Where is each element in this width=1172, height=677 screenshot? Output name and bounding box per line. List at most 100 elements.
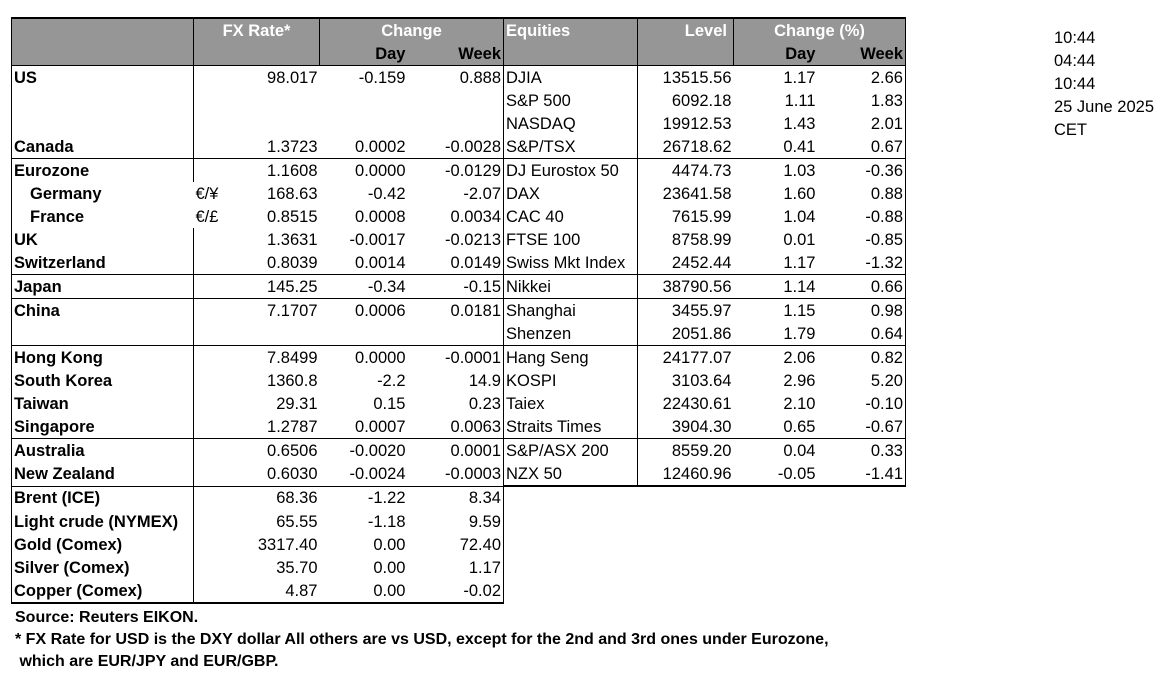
fx-rate-value: 168.63 xyxy=(267,184,318,203)
table-row: France €/£ 0.8515 0.0008 0.0034 CAC 40 7615.99… xyxy=(11,205,906,228)
fx-rate-value xyxy=(222,89,320,112)
equity-day-change: 2.06 xyxy=(733,345,818,369)
fx-rate-value: 0.6030 xyxy=(267,464,318,483)
fx-rate-value: 3317.40 xyxy=(257,535,318,554)
fx-pair-symbol: €/¥ xyxy=(195,184,219,203)
fx-pair-symbol xyxy=(194,392,222,415)
fx-rate-value: 35.70 xyxy=(276,558,318,577)
fx-rate-value: 65.55 xyxy=(276,512,318,531)
fx-day-change: 0.0006 xyxy=(319,298,408,322)
equity-level: 8758.99 xyxy=(637,228,734,251)
header-blank-3 xyxy=(193,42,320,66)
equity-day-change: -0.05 xyxy=(733,462,818,487)
fx-day-change: -0.42 xyxy=(367,184,406,203)
equity-week-change: 2.66 xyxy=(817,65,906,89)
fx-day-change: 0.0014 xyxy=(355,253,406,272)
header-blank-4 xyxy=(503,42,638,66)
row-label: Silver (Comex) xyxy=(11,556,194,579)
row-label xyxy=(11,89,194,112)
row-label: Singapore xyxy=(11,415,194,439)
fx-rate-value: 68.36 xyxy=(221,485,320,510)
table-row: Light crude (NYMEX) 65.55 -1.18 9.59 xyxy=(11,510,906,533)
equity-week-change: -0.36 xyxy=(817,158,906,182)
fx-day-change xyxy=(320,112,408,135)
fx-week-change: -0.02 xyxy=(407,579,504,604)
equity-week-change: -0.85 xyxy=(817,228,906,251)
equity-day-change: 1.17 xyxy=(733,65,818,89)
fx-week-change: 72.40 xyxy=(407,533,504,556)
table-row: Germany €/¥ 168.63 -0.42 -2.07 DAX 23641.58 1.6… xyxy=(11,182,906,205)
fx-pair-symbol xyxy=(194,510,222,533)
equity-week-change: -0.88 xyxy=(817,205,906,228)
fx-week-change: 0.23 xyxy=(407,392,504,415)
row-label: Taiwan xyxy=(11,392,194,415)
equity-index-name: S&P/ASX 200 xyxy=(503,438,638,462)
equity-index-name: Shanghai xyxy=(503,298,638,322)
table-row: Silver (Comex) 35.70 0.00 1.17 xyxy=(11,556,906,579)
equity-index-name: Swiss Mkt Index xyxy=(503,251,638,275)
table-row: China 7.1707 0.0006 0.0181 Shanghai 3455.97 1.… xyxy=(11,298,906,322)
table-row: Shenzen 2051.86 1.79 0.64 xyxy=(11,322,906,346)
row-label: US xyxy=(11,65,194,89)
fx-week-change: 9.59 xyxy=(407,510,504,533)
fx-day-change: 0.0007 xyxy=(355,417,406,436)
fx-rate-value: 1.3631 xyxy=(267,230,318,249)
equity-day-change: 0.65 xyxy=(783,417,816,436)
equity-level: 3904.30 xyxy=(637,415,734,439)
fx-pair-symbol xyxy=(194,533,222,556)
equity-index-name: FTSE 100 xyxy=(503,228,638,251)
equity-level xyxy=(638,486,734,510)
fx-pair-symbol xyxy=(193,65,222,89)
fx-pair-symbol xyxy=(194,415,222,439)
fx-day-change: 0.00 xyxy=(373,535,406,554)
row-label: France xyxy=(11,205,194,228)
equity-level: 24177.07 xyxy=(637,345,734,369)
fx-pair-symbol xyxy=(194,112,222,135)
equity-index-name xyxy=(503,579,638,603)
equity-day-change: 1.43 xyxy=(783,114,816,133)
table-row: New Zealand 0.6030 -0.0024 -0.0003 NZX 50 124… xyxy=(11,462,906,487)
fx-day-change: 0.15 xyxy=(373,394,406,413)
fx-pair-symbol xyxy=(194,228,222,251)
equity-index-name: NZX 50 xyxy=(503,462,638,487)
equity-week-change: 0.98 xyxy=(817,298,906,322)
time-cet: 10:44 xyxy=(1054,75,1096,93)
fx-pair-symbol xyxy=(194,556,222,579)
fx-day-change: 0.0000 xyxy=(319,345,408,369)
equity-week-change xyxy=(818,486,906,510)
fx-day-change: -0.34 xyxy=(319,274,408,299)
fx-rate-value: 145.25 xyxy=(221,274,320,299)
equity-week-change: -1.41 xyxy=(817,462,906,487)
fx-pair-symbol xyxy=(194,89,222,112)
table-row: NASDAQ 19912.53 1.43 2.01 xyxy=(11,112,906,135)
equity-level: 19912.53 xyxy=(637,112,734,135)
equity-level: 8559.20 xyxy=(637,438,734,462)
fx-day-change: 0.0000 xyxy=(319,158,408,182)
equity-week-change: 0.33 xyxy=(817,438,906,462)
fx-day-change: 0.0002 xyxy=(355,137,406,156)
fx-pair-symbol xyxy=(194,369,222,392)
equity-index-name: S&P/TSX xyxy=(503,135,638,159)
equity-day-change: 0.04 xyxy=(733,438,818,462)
fx-rate-value: 4.87 xyxy=(221,579,320,604)
timezone-label: CET xyxy=(1054,121,1087,139)
equity-week-change: -0.10 xyxy=(817,392,906,415)
row-label: Copper (Comex) xyxy=(11,579,194,604)
table-body: US 98.017 -0.159 0.888 DJIA 13515.56 1.17 2.66 S… xyxy=(11,65,906,604)
time-panel: 10:44 04:44 10:44 25 June 2025 CET xyxy=(1054,27,1154,142)
header-blank-2 xyxy=(11,42,194,66)
row-label: New Zealand xyxy=(11,462,194,486)
header-week: Week xyxy=(407,42,504,66)
equity-day-change: 1.11 xyxy=(784,91,816,110)
source-note: Source: Reuters EIKON. * FX Rate for USD… xyxy=(15,607,829,673)
fx-pair-symbol xyxy=(193,158,222,182)
fx-pair-symbol xyxy=(194,135,222,159)
row-label: Germany xyxy=(11,182,194,205)
report-date: 25 June 2025 xyxy=(1054,98,1155,116)
fx-week-change: -0.0003 xyxy=(407,462,504,486)
fx-week-change: 0.0001 xyxy=(407,438,504,462)
fx-day-change: -1.18 xyxy=(367,512,406,531)
fx-pair-symbol xyxy=(194,322,222,346)
equity-week-change: 5.20 xyxy=(817,369,906,392)
equity-week-change: -1.32 xyxy=(817,251,906,275)
